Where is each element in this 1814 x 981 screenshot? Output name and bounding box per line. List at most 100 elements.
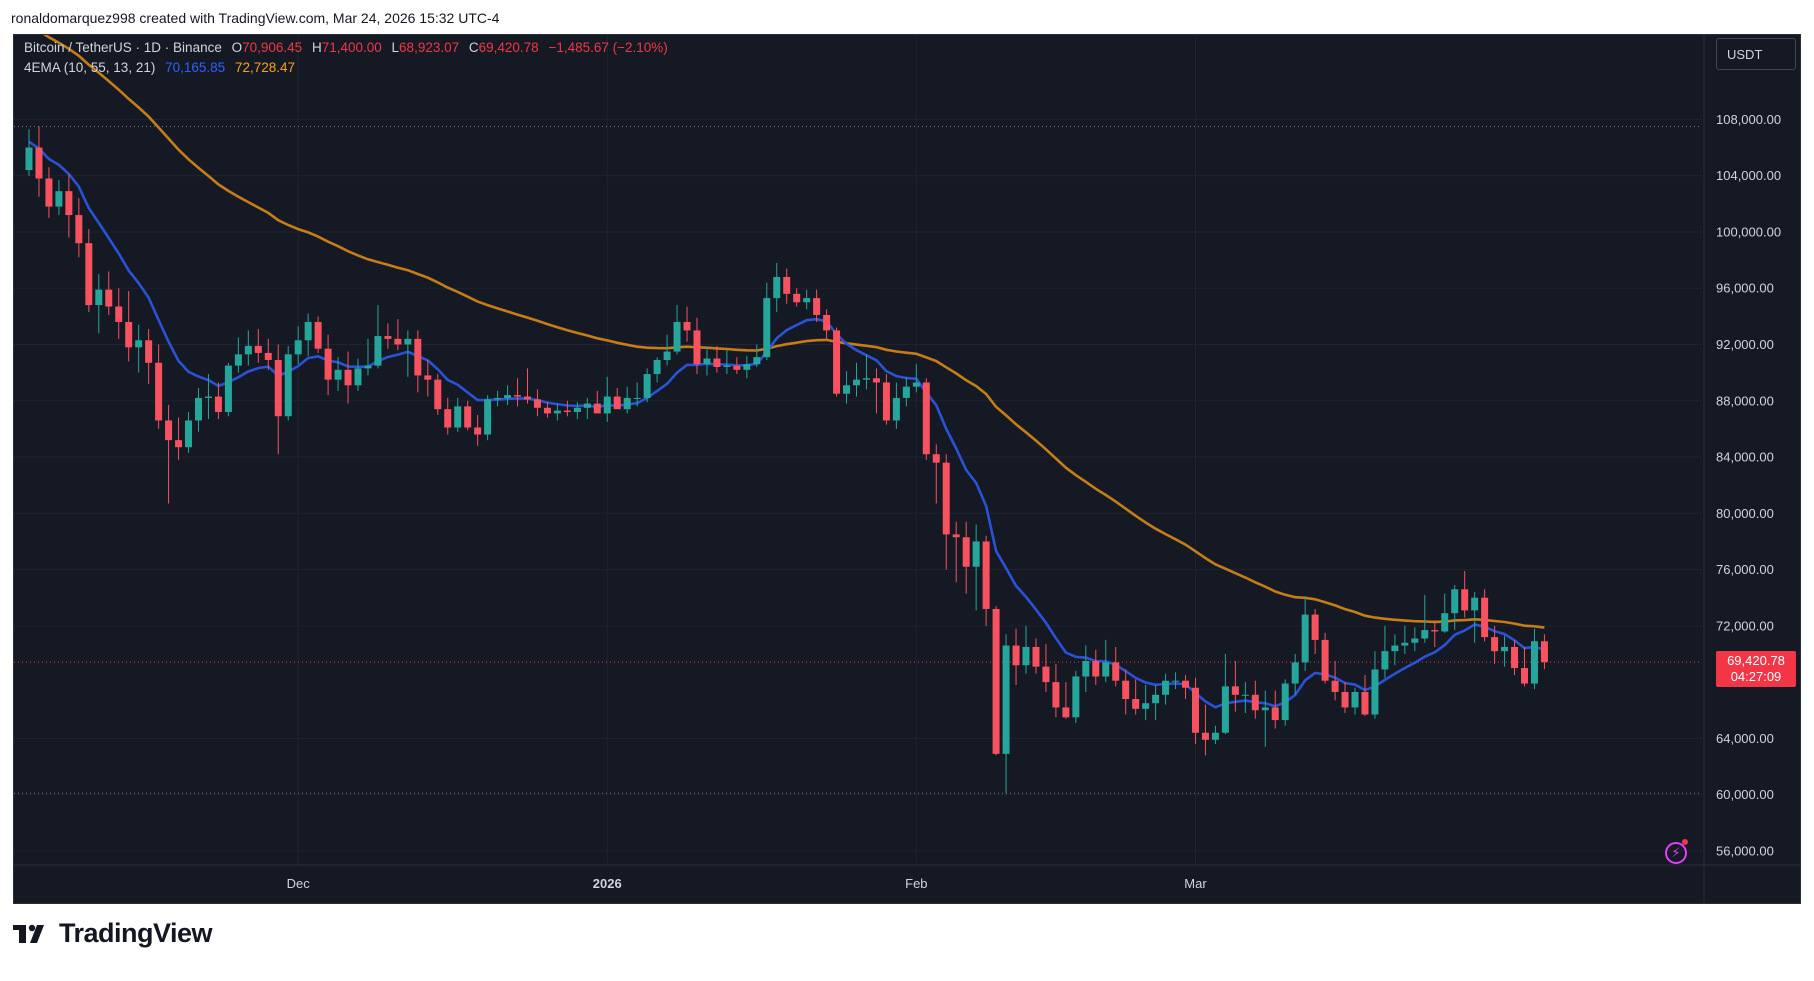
price-chart[interactable]: 108,000.00 104,000.00 100,000.00 96,000.00 9… <box>14 35 1800 903</box>
candle-body <box>344 369 352 386</box>
candle-body <box>194 397 202 421</box>
candle-body <box>1162 680 1170 695</box>
price-axis-label: 96,000.00 <box>1716 281 1774 296</box>
candle-body <box>952 534 960 538</box>
candle-body <box>1411 638 1419 643</box>
candle-body <box>464 406 472 428</box>
candle-body <box>972 541 980 567</box>
price-axis-label: 72,000.00 <box>1716 618 1774 633</box>
candle-body <box>254 345 262 353</box>
tradingview-logo <box>13 924 44 943</box>
candle-body <box>414 338 422 376</box>
candle-body <box>115 306 123 322</box>
open-value: 70,906.45 <box>242 40 303 55</box>
candle-body <box>214 396 222 413</box>
candle-body <box>1112 662 1120 681</box>
candle-body <box>364 365 372 369</box>
candle-body <box>932 454 940 463</box>
price-axis-label: 84,000.00 <box>1716 450 1774 465</box>
candle-body <box>1371 669 1379 715</box>
candle-body <box>175 440 183 448</box>
time-axis-label: Feb <box>905 876 927 891</box>
low-label: L <box>391 40 400 55</box>
candle-body <box>155 362 163 421</box>
candle-body <box>962 537 970 567</box>
symbol-name[interactable]: Bitcoin / TetherUS · 1D · Binance <box>24 40 222 55</box>
candle-body <box>304 321 312 341</box>
candle-body <box>1012 645 1020 666</box>
indicator-legend: 4EMA (10, 55, 13, 21) 70,165.85 72,728.4… <box>24 60 295 75</box>
change-value: −1,485.67 (−2.10%) <box>548 40 668 55</box>
candle-body <box>25 147 33 171</box>
candle-body <box>1381 651 1389 670</box>
bar-countdown: 04:27:09 <box>1730 669 1782 684</box>
candle-body <box>1221 686 1229 733</box>
candle-body <box>1421 630 1429 639</box>
candle-body <box>563 410 571 413</box>
candle-body <box>1072 676 1080 718</box>
candle-body <box>553 410 561 414</box>
candle-body <box>1022 646 1030 666</box>
ema-slow-value: 72,728.47 <box>234 60 295 75</box>
candle-body <box>125 321 133 348</box>
candle-body <box>1540 641 1548 663</box>
candle-body <box>872 378 880 383</box>
candle-body <box>862 378 870 380</box>
candle-body <box>902 386 910 398</box>
candle-body <box>1152 694 1160 704</box>
indicator-name[interactable]: 4EMA (10, 55, 13, 21) <box>24 60 156 75</box>
candle-body <box>514 395 522 397</box>
candle-body <box>394 338 402 345</box>
candle-body <box>1002 645 1010 754</box>
candle-body <box>444 409 452 428</box>
candle-body <box>384 336 392 339</box>
candle-body <box>1530 641 1538 684</box>
notification-dot <box>1682 839 1688 845</box>
candle-body <box>1142 703 1150 709</box>
candle-body <box>474 427 482 435</box>
candle-body <box>1201 732 1209 740</box>
candle-body <box>434 379 442 410</box>
tradingview-branding[interactable]: TradingView <box>13 918 213 949</box>
candle-body <box>1491 637 1499 652</box>
candle-body <box>524 396 531 400</box>
candle-body <box>1241 694 1249 696</box>
candle-body <box>1082 661 1090 677</box>
ema-slow-line <box>43 35 1545 629</box>
candle-body <box>703 358 711 365</box>
candle-body <box>504 395 512 398</box>
candle-body <box>733 365 741 370</box>
close-value: 69,420.78 <box>478 40 539 55</box>
candle-body <box>633 397 641 399</box>
last-price-value: 69,420.78 <box>1727 653 1785 668</box>
price-axis-label: 76,000.00 <box>1716 562 1774 577</box>
candle-body <box>1361 691 1369 715</box>
candle-body <box>583 403 591 408</box>
candle-body <box>813 298 821 315</box>
candle-body <box>593 403 601 414</box>
candle-body <box>1102 662 1110 677</box>
candle-body <box>314 321 322 349</box>
candle-body <box>683 321 691 331</box>
candle-body <box>992 608 1000 754</box>
chart-frame[interactable]: 108,000.00 104,000.00 100,000.00 96,000.00 9… <box>13 34 1801 904</box>
lightning-icon[interactable]: ⚡ <box>1665 842 1687 864</box>
high-label: H <box>311 40 322 55</box>
candle-body <box>783 276 791 294</box>
candle-body <box>105 289 113 307</box>
currency-unit-button[interactable]: USDT <box>1716 38 1796 70</box>
candle-body <box>1351 691 1359 708</box>
candle-body <box>45 178 53 207</box>
candle-body <box>753 357 761 365</box>
candle-body <box>324 348 332 380</box>
candle-body <box>663 351 671 360</box>
candle-body <box>1391 645 1399 652</box>
high-value: 71,400.00 <box>321 40 382 55</box>
price-axis-label: 60,000.00 <box>1716 787 1774 802</box>
price-axis-label: 104,000.00 <box>1716 168 1781 183</box>
price-axis-label: 80,000.00 <box>1716 506 1774 521</box>
candle-body <box>484 399 492 435</box>
candle-body <box>1501 646 1509 652</box>
candle-body <box>743 364 751 370</box>
candle-body <box>643 374 651 398</box>
